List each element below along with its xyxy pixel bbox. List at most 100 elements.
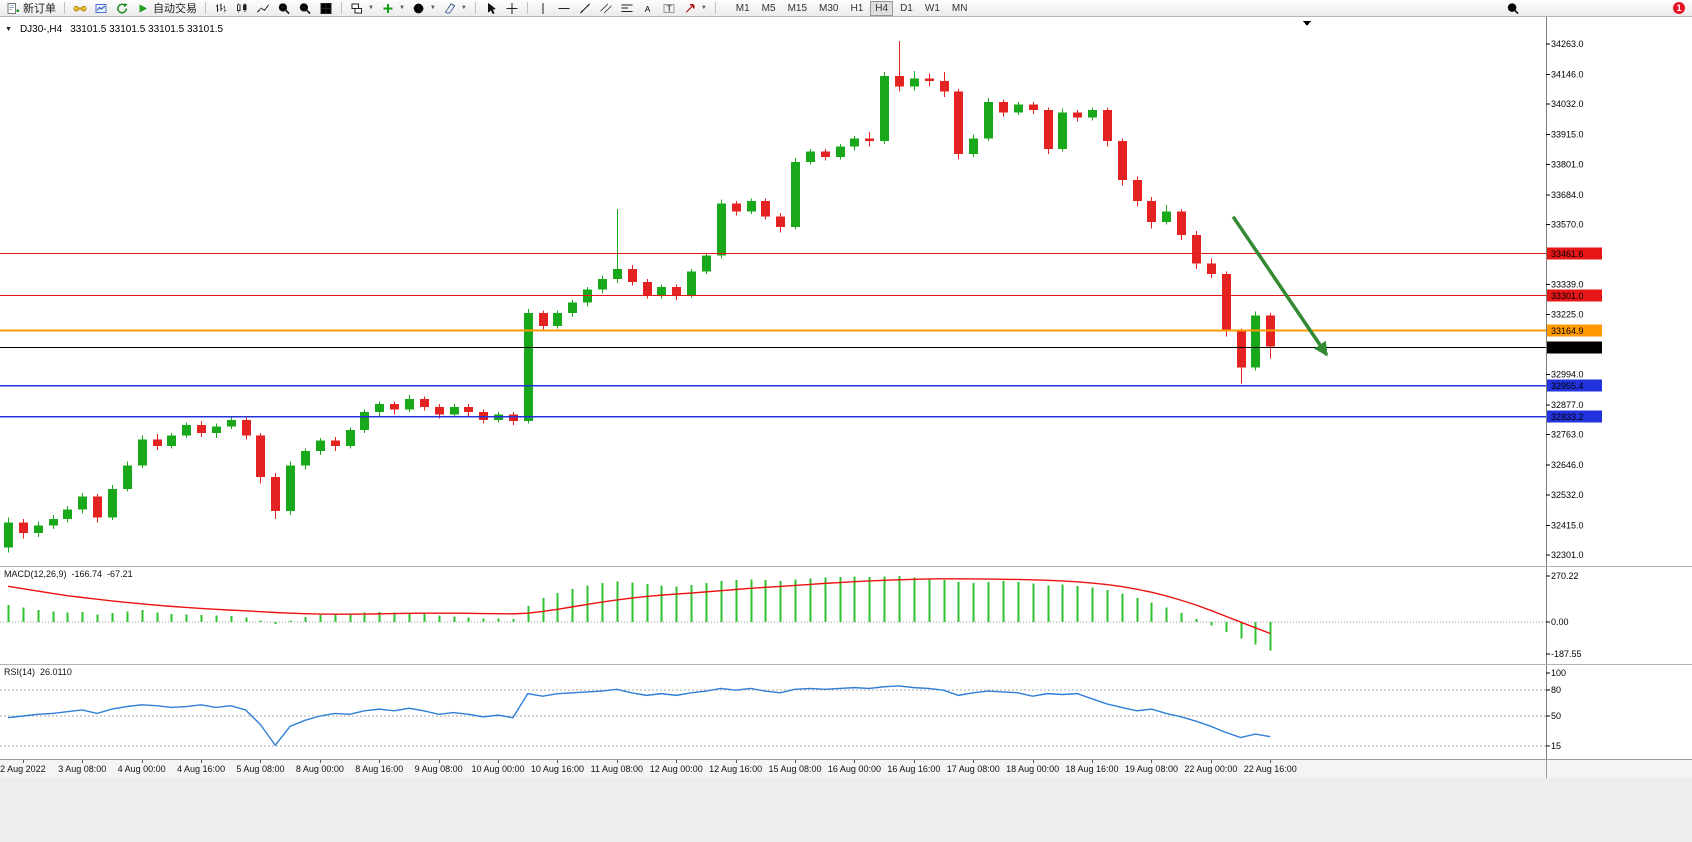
timeframe-m1-button[interactable]: M1 (731, 1, 755, 16)
autotrading-button[interactable]: 自动交易 (133, 1, 200, 16)
time-axis-tick (854, 760, 856, 763)
candle-body (895, 76, 904, 87)
market-watch-button[interactable] (91, 1, 111, 16)
new-order-button[interactable]: 新订单 (3, 1, 59, 16)
candle-body (1014, 104, 1023, 113)
macd-indicator-panel[interactable]: 270.22 0.00 -187.55 (0, 566, 1692, 664)
chart-shift-marker[interactable] (1303, 21, 1311, 26)
time-axis-tick (1092, 760, 1094, 763)
time-axis-label: 18 Aug 00:00 (1006, 764, 1060, 774)
text-tool-button[interactable]: A (638, 1, 658, 16)
cursor-button[interactable] (481, 1, 501, 16)
zoom-in-button[interactable] (274, 1, 294, 16)
price-tick-label: 34263.0 (1551, 39, 1584, 49)
time-axis-label: 8 Aug 16:00 (355, 764, 404, 774)
arrange-charts-icon (351, 2, 363, 14)
candle-body (286, 465, 295, 511)
line-chart-button[interactable] (253, 1, 273, 16)
new-order-icon (7, 2, 20, 14)
time-axis-tick (260, 760, 262, 763)
horizontal-line-tool-button[interactable] (554, 1, 574, 16)
candlestick-chart-icon (236, 2, 247, 13)
label-tool-button[interactable]: T (659, 1, 679, 16)
cursor-icon (488, 2, 496, 14)
price-level-label-text: 32833.2 (1551, 412, 1584, 422)
candle-body (4, 522, 13, 548)
candle-body (420, 398, 429, 407)
navigator-refresh-icon (117, 2, 128, 13)
candle-body (1133, 180, 1142, 202)
trend-arrow-annotation[interactable] (1231, 215, 1329, 357)
candle-body (999, 102, 1008, 113)
rsi-line (7, 685, 1271, 747)
candle-body (628, 268, 637, 282)
main-candlestick-chart[interactable]: 34263.0 34146.0 34032.0 33915.0 33801.0 33684… (0, 17, 1692, 566)
price-tick-label: 32646.0 (1551, 460, 1584, 470)
candle-body (969, 138, 978, 155)
rsi-indicator-panel[interactable]: 100 80 50 15 (0, 664, 1692, 759)
search-button[interactable] (1503, 1, 1523, 16)
macd-signal-value: -67.21 (107, 569, 133, 579)
trendline-tool-button[interactable] (575, 1, 595, 16)
chart-window[interactable]: ▼ DJ30-,H4 33101.5 33101.5 33101.5 33101… (0, 17, 1692, 778)
time-axis-label: 8 Aug 00:00 (295, 764, 344, 774)
navigator-button[interactable] (112, 1, 132, 16)
macd-signal-line (7, 578, 1271, 635)
candle-body (776, 216, 785, 228)
profiles-icon (73, 5, 87, 11)
candle-body (643, 281, 652, 295)
chart-ohlc-header: ▼ DJ30-,H4 33101.5 33101.5 33101.5 33101… (5, 24, 223, 35)
time-axis-tick (319, 760, 321, 763)
vertical-line-tool-button[interactable] (533, 1, 553, 16)
time-axis[interactable]: 2 Aug 2022 3 Aug 08:00 4 Aug 00:00 4 Aug 16… (0, 759, 1692, 778)
candle-body (747, 201, 756, 212)
candle-body (123, 465, 132, 489)
add-indicator-button[interactable]: ▼ (378, 1, 408, 16)
time-axis-label: 2 Aug 2022 (0, 764, 46, 774)
timeframe-m5-button[interactable]: M5 (757, 1, 781, 16)
zoom-out-button[interactable] (295, 1, 315, 16)
rsi-scale-label: 80 (1551, 685, 1561, 695)
candle-body (1029, 104, 1038, 110)
candle-body (450, 406, 459, 415)
timeframe-m15-button[interactable]: M15 (783, 1, 812, 16)
time-axis-label: 10 Aug 16:00 (530, 764, 584, 774)
time-axis-tick (141, 760, 143, 763)
crosshair-icon (506, 2, 518, 14)
timeframe-m30-button[interactable]: M30 (814, 1, 843, 16)
crosshair-button[interactable] (502, 1, 522, 16)
macd-scale-label: 270.22 (1551, 571, 1579, 581)
channel-tool-button[interactable] (596, 1, 616, 16)
svg-text:T: T (666, 3, 671, 13)
candle-body (1103, 109, 1112, 142)
notification-badge[interactable]: 1 (1673, 2, 1685, 14)
candle-body (360, 412, 369, 431)
fibonacci-icon (621, 3, 633, 12)
timeframe-mn-button[interactable]: MN (947, 1, 973, 16)
time-axis-tick (735, 760, 737, 763)
timeframe-d1-button[interactable]: D1 (895, 1, 918, 16)
templates-button[interactable]: ▼ (440, 1, 470, 16)
arrange-charts-button[interactable]: ▼ (347, 1, 377, 16)
timeframe-h4-button[interactable]: H4 (870, 0, 894, 16)
profiles-button[interactable] (70, 1, 90, 16)
clock-icon (413, 3, 424, 13)
candle-body (435, 406, 444, 415)
time-axis-tick (438, 760, 440, 763)
period-button[interactable]: ▼ (409, 1, 439, 16)
candle-body (850, 138, 859, 147)
one-click-trading-toggle-icon[interactable]: ▼ (5, 26, 12, 33)
candlestick-chart-button[interactable] (232, 1, 252, 16)
fibonacci-tool-button[interactable] (617, 1, 637, 16)
candle-body (63, 509, 72, 519)
tile-windows-button[interactable] (316, 1, 336, 16)
timeframe-w1-button[interactable]: W1 (920, 1, 945, 16)
arrow-tools-button[interactable]: ▼ (680, 1, 710, 16)
bar-chart-button[interactable] (211, 1, 231, 16)
timeframe-h1-button[interactable]: H1 (845, 1, 868, 16)
candle-body (657, 286, 666, 295)
templates-icon (444, 2, 456, 14)
svg-text:A: A (645, 4, 651, 14)
price-tick-label: 32877.0 (1551, 400, 1584, 410)
candle-body (242, 419, 251, 436)
